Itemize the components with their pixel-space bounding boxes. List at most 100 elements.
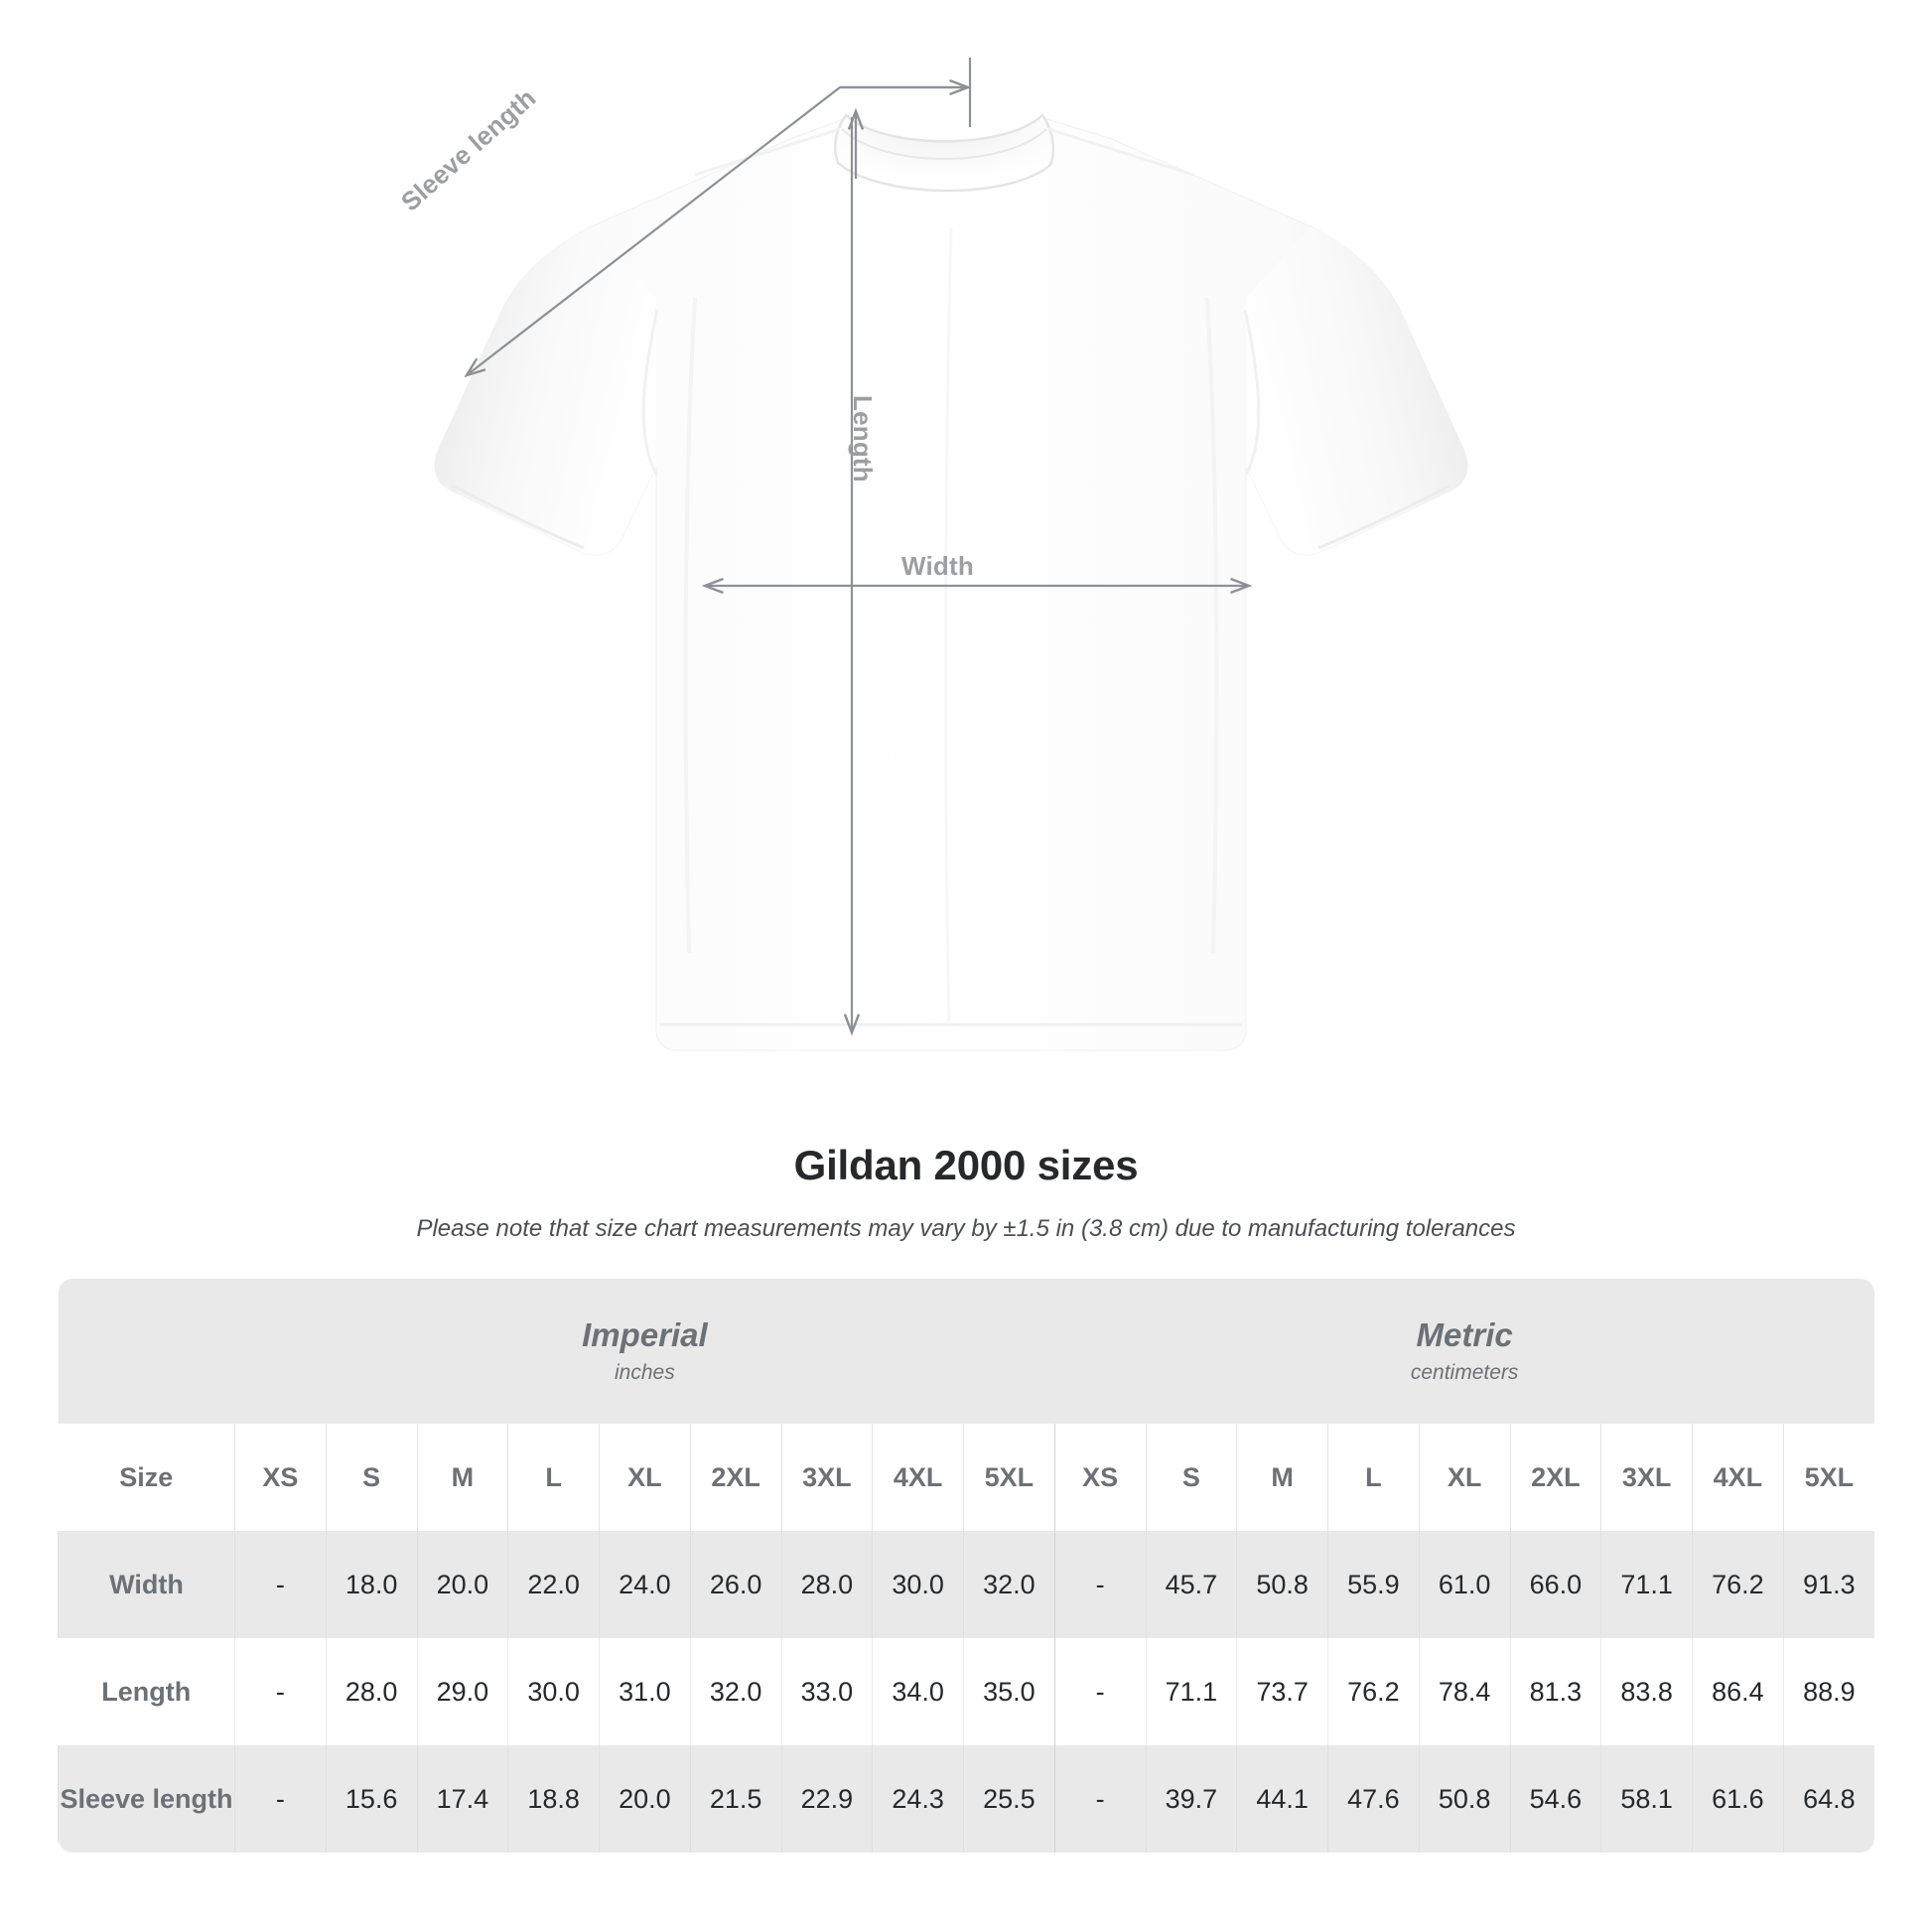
- size-header-imperial-3xl: 3XL: [780, 1424, 873, 1531]
- cell-width-metric-m: 50.8: [1236, 1531, 1328, 1638]
- cell-sleeve-length-metric-m: 44.1: [1236, 1745, 1328, 1853]
- unit-group-metric: Metric centimeters: [1054, 1279, 1874, 1424]
- cell-sleeve-length-imperial-5xl: 25.5: [963, 1745, 1055, 1853]
- right-sleeve-shade: [1246, 226, 1467, 555]
- fold-left-chest: [683, 297, 697, 954]
- cell-sleeve-length-metric-2xl: 54.6: [1509, 1745, 1601, 1853]
- size-header-metric-m: M: [1236, 1424, 1328, 1531]
- size-chart-table: Imperial inches Metric centimeters Size XS S M L…: [58, 1279, 1874, 1853]
- size-header-imperial-4xl: 4XL: [872, 1424, 964, 1531]
- cell-length-metric-5xl: 88.9: [1782, 1638, 1874, 1745]
- size-header-imperial-m: M: [416, 1424, 508, 1531]
- row-label-sleeve-length: Sleeve length: [58, 1745, 235, 1853]
- tolerance-note: Please note that size chart measurements…: [416, 1215, 1516, 1242]
- cell-sleeve-length-metric-s: 39.7: [1145, 1745, 1237, 1853]
- cell-sleeve-length-imperial-4xl: 24.3: [872, 1745, 964, 1853]
- cell-length-imperial-3xl: 33.0: [780, 1638, 873, 1745]
- row-label-width: Width: [58, 1531, 235, 1638]
- unit-group-name: Imperial: [582, 1315, 708, 1353]
- cell-width-metric-xl: 61.0: [1418, 1531, 1510, 1638]
- cell-length-metric-xs: -: [1053, 1638, 1146, 1745]
- unit-banner-row: Imperial inches Metric centimeters: [58, 1279, 1874, 1424]
- cell-length-imperial-s: 28.0: [325, 1638, 417, 1745]
- chart-heading: Gildan 2000 sizes Please note that size …: [0, 1142, 1932, 1243]
- row-label-length: Length: [58, 1638, 235, 1745]
- cell-sleeve-length-metric-4xl: 61.6: [1692, 1745, 1784, 1853]
- measurement-lines: [464, 58, 1253, 1036]
- cell-length-imperial-l: 30.0: [507, 1638, 600, 1745]
- cell-sleeve-length-imperial-2xl: 21.5: [689, 1745, 781, 1853]
- length-label: Length: [848, 395, 878, 483]
- cell-sleeve-length-imperial-3xl: 22.9: [780, 1745, 873, 1853]
- cell-width-metric-4xl: 76.2: [1692, 1531, 1784, 1638]
- size-header-metric-xl: XL: [1418, 1424, 1510, 1531]
- cell-sleeve-length-imperial-s: 15.6: [325, 1745, 417, 1853]
- cell-sleeve-length-metric-5xl: 64.8: [1782, 1745, 1874, 1853]
- cell-length-imperial-m: 29.0: [416, 1638, 508, 1745]
- cell-width-imperial-s: 18.0: [325, 1531, 417, 1638]
- table-row: Sleeve length -15.6 17.4 18.8 20.0 21.5 22.9 24…: [58, 1745, 1874, 1853]
- cell-sleeve-length-metric-l: 47.6: [1327, 1745, 1420, 1853]
- cell-sleeve-length-metric-xs: -: [1053, 1745, 1146, 1853]
- shirt-diagram-svg: [434, 58, 1468, 1051]
- cell-sleeve-length-metric-3xl: 58.1: [1600, 1745, 1693, 1853]
- cell-width-metric-l: 55.9: [1327, 1531, 1420, 1638]
- cell-length-metric-3xl: 83.8: [1600, 1638, 1693, 1745]
- cell-width-metric-xs: -: [1053, 1531, 1146, 1638]
- size-header-metric-l: L: [1327, 1424, 1420, 1531]
- cell-sleeve-length-imperial-xs: -: [234, 1745, 327, 1853]
- size-header-imperial-xs: XS: [234, 1424, 327, 1531]
- shirt-illustration: Sleeve length Length Width: [395, 58, 1468, 1051]
- cell-width-imperial-xl: 24.0: [599, 1531, 691, 1638]
- width-label: Width: [901, 551, 974, 581]
- page-title: Gildan 2000 sizes: [793, 1142, 1139, 1188]
- size-header-row: Size XS S M L XL 2XL 3XL 4XL 5XL XS S M L XL 2XL 3XL 4XL 5…: [58, 1424, 1874, 1531]
- cell-width-metric-2xl: 66.0: [1509, 1531, 1601, 1638]
- size-chart-table-wrapper: Imperial inches Metric centimeters Size XS S M L…: [58, 1279, 1874, 1853]
- unit-group-imperial: Imperial inches: [234, 1279, 1055, 1424]
- cell-width-imperial-m: 20.0: [416, 1531, 508, 1638]
- cell-length-metric-m: 73.7: [1236, 1638, 1328, 1745]
- cell-length-metric-xl: 78.4: [1418, 1638, 1510, 1745]
- size-header-metric-s: S: [1145, 1424, 1237, 1531]
- size-header-label: Size: [58, 1424, 235, 1531]
- cell-width-imperial-4xl: 30.0: [872, 1531, 964, 1638]
- size-header-metric-4xl: 4XL: [1692, 1424, 1784, 1531]
- unit-banner-spacer: [58, 1279, 235, 1424]
- size-header-metric-xs: XS: [1053, 1424, 1146, 1531]
- size-header-imperial-l: L: [507, 1424, 600, 1531]
- unit-group-unit: inches: [615, 1361, 675, 1385]
- cell-sleeve-length-metric-xl: 50.8: [1418, 1745, 1510, 1853]
- unit-group-unit: centimeters: [1410, 1361, 1519, 1385]
- right-armhole-crease: [1243, 309, 1261, 476]
- size-header-imperial-5xl: 5XL: [963, 1424, 1055, 1531]
- size-header-imperial-2xl: 2XL: [689, 1424, 781, 1531]
- cell-length-imperial-4xl: 34.0: [872, 1638, 964, 1745]
- cell-width-imperial-2xl: 26.0: [689, 1531, 781, 1638]
- cell-sleeve-length-imperial-l: 18.8: [507, 1745, 600, 1853]
- fold-center: [943, 227, 953, 1024]
- right-sleeve-hem: [1317, 483, 1451, 550]
- size-header-imperial-s: S: [325, 1424, 417, 1531]
- cell-width-imperial-xs: -: [234, 1531, 327, 1638]
- table-row: Width -18.0 20.0 22.0 24.0 26.0 28.0 30.0 32.0-4…: [58, 1531, 1874, 1638]
- left-shoulder-seam: [694, 127, 841, 177]
- left-sleeve-shade: [435, 226, 656, 555]
- tshirt-graphic: [434, 113, 1468, 1051]
- size-header-imperial-xl: XL: [599, 1424, 691, 1531]
- cell-sleeve-length-imperial-xl: 20.0: [599, 1745, 691, 1853]
- left-sleeve-hem: [451, 483, 585, 550]
- size-header-metric-3xl: 3XL: [1600, 1424, 1693, 1531]
- cell-width-imperial-5xl: 32.0: [963, 1531, 1055, 1638]
- cell-length-imperial-2xl: 32.0: [689, 1638, 781, 1745]
- collar-inner-edge: [841, 128, 1047, 160]
- cell-length-metric-4xl: 86.4: [1692, 1638, 1784, 1745]
- cell-length-metric-l: 76.2: [1327, 1638, 1420, 1745]
- size-header-metric-2xl: 2XL: [1509, 1424, 1601, 1531]
- cell-length-imperial-5xl: 35.0: [963, 1638, 1055, 1745]
- cell-length-metric-s: 71.1: [1145, 1638, 1237, 1745]
- left-armhole-crease: [641, 309, 659, 476]
- table-row: Length -28.0 29.0 30.0 31.0 32.0 33.0 34.0 35.0-…: [58, 1638, 1874, 1745]
- cell-length-imperial-xl: 31.0: [599, 1638, 691, 1745]
- collar-band: [834, 113, 1054, 193]
